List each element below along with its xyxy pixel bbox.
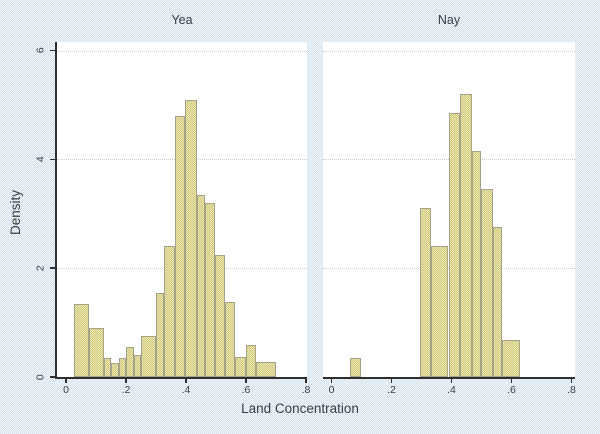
histogram-bar [103,357,111,377]
x-tick-label: .4 [447,384,456,396]
x-tick-label: .2 [121,384,131,396]
histogram-bar [204,202,216,377]
x-tick [125,377,127,383]
x-axis-line-yea [55,377,307,379]
panel-title-nay: Nay [437,13,461,27]
y-tick-label: 6 [34,47,47,54]
histogram-bar [156,292,164,377]
y-tick-label: 4 [34,156,47,163]
x-tick-label: .6 [241,384,251,396]
histogram-bar [492,227,502,377]
histogram-bar [197,194,205,377]
histogram-bar [215,254,225,377]
histogram-bar [501,340,520,377]
panel-plot-yea [57,42,307,377]
histogram-bar [471,151,481,377]
histogram-bar [431,246,449,377]
y-tick-label-wrap: 6 [32,42,50,60]
histogram-bar [185,99,198,377]
y-tick [50,376,55,378]
x-tick-label: 0 [328,384,335,396]
histogram-bar [246,345,256,377]
x-axis-title: Land Concentration [241,401,359,416]
x-tick [65,377,67,383]
histogram-bar [174,115,186,377]
histogram-bar [118,357,126,377]
x-tick [330,377,333,383]
y-tick-label: 2 [34,265,47,272]
y-axis-title-wrap: Density [0,182,46,242]
x-tick [245,377,247,383]
histogram-bar [88,328,104,377]
x-tick-label: .6 [507,384,516,396]
histogram-bar [420,208,432,377]
histogram-bar [350,357,362,377]
histogram-bar [163,246,175,377]
histogram-bar [225,301,235,377]
x-tick-label: .2 [387,384,396,396]
x-tick [185,377,187,383]
histogram-bar [111,363,119,377]
y-tick [50,267,55,269]
y-tick-label-wrap: 0 [32,368,50,386]
panel-title-yea: Yea [171,13,193,27]
y-tick-label: 0 [34,374,47,380]
y-tick [50,158,55,161]
x-tick [450,377,453,383]
y-tick-label-wrap: 4 [32,150,50,168]
histogram-bar [480,189,493,377]
x-tick [305,377,307,383]
histogram-bar [141,336,156,377]
y-axis-title: Density [8,189,24,235]
panel-plot-nay [323,42,575,377]
x-tick [390,377,393,383]
x-tick [570,377,573,383]
x-tick-label: .8 [301,384,311,396]
histogram-bar [234,357,246,377]
x-tick-label: .4 [181,384,191,396]
x-tick-label: .8 [567,384,576,396]
histogram-bar [459,94,472,377]
gridline-y6 [57,50,307,52]
x-tick [510,377,513,383]
y-tick [50,49,55,52]
histogram-bar [73,303,89,377]
gridline-y6 [323,50,575,52]
histogram-bar [126,347,134,377]
histogram-bar [133,355,141,377]
y-axis-line [55,42,57,379]
histogram-bar [255,362,276,377]
x-axis-line-nay [323,377,575,379]
x-tick-label: 0 [63,384,69,396]
histogram-bar [448,113,460,377]
y-tick-label-wrap: 2 [32,259,50,277]
